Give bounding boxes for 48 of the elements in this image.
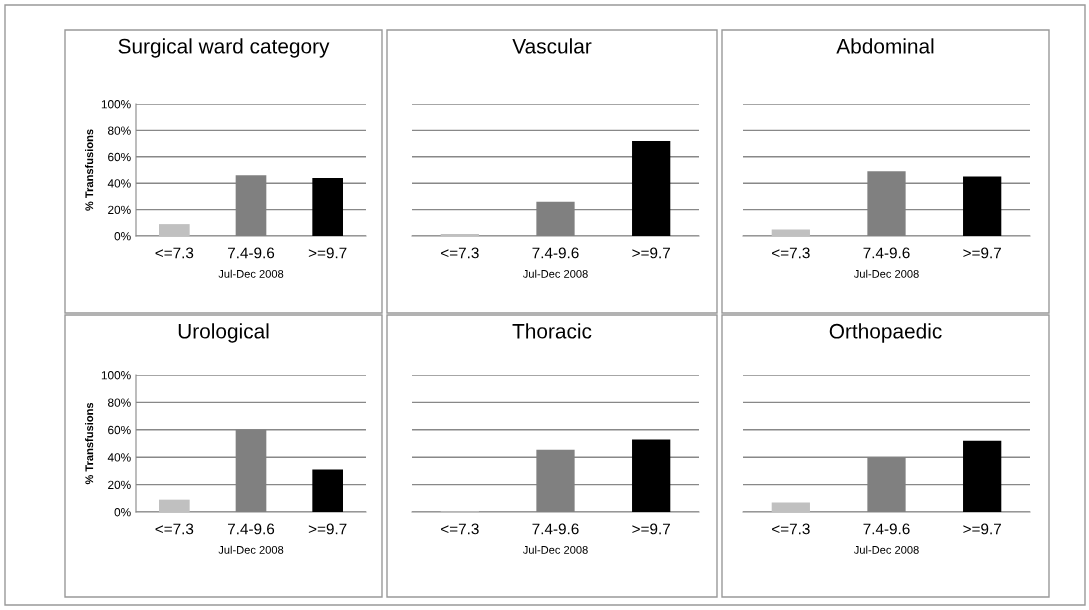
- bar: [159, 224, 190, 236]
- y-axis-title: % Transfusions: [85, 129, 94, 211]
- y-tick-label: 60%: [108, 152, 131, 162]
- x-tick-label: <=7.3: [441, 523, 479, 535]
- chart-title: Abdominal: [836, 38, 934, 54]
- chart-title: Vascular: [512, 38, 592, 54]
- x-tick-label: <=7.3: [155, 523, 194, 535]
- x-axis-title: Jul-Dec 2008: [218, 545, 284, 554]
- x-tick-label: >=9.7: [308, 247, 347, 259]
- x-tick-label: <=7.3: [772, 247, 810, 259]
- y-tick-label: 60%: [108, 425, 131, 435]
- chart-title: Thoracic: [512, 323, 592, 339]
- x-tick-label: <=7.3: [441, 247, 479, 259]
- x-tick-label: >=9.7: [308, 523, 347, 535]
- x-axis-title: Jul-Dec 2008: [522, 545, 588, 554]
- bar: [159, 499, 190, 512]
- x-tick-label: <=7.3: [772, 523, 810, 535]
- y-tick-label: 100%: [101, 100, 131, 109]
- x-tick-label: >=9.7: [632, 523, 670, 535]
- x-tick-label: >=9.7: [963, 247, 1001, 259]
- y-tick-label: 0%: [114, 232, 131, 241]
- x-axis-title: Jul-Dec 2008: [522, 269, 588, 278]
- x-axis-title: Jul-Dec 2008: [853, 545, 919, 554]
- chart-title: Surgical ward category: [118, 38, 330, 58]
- y-tick-label: 40%: [107, 179, 131, 188]
- chart-title: Urological: [178, 323, 269, 343]
- x-tick-label: 7.4-9.6: [228, 247, 275, 259]
- bar: [312, 469, 343, 512]
- x-tick-label: 7.4-9.6: [863, 523, 910, 535]
- y-tick-label: 100%: [101, 371, 131, 380]
- bar: [312, 177, 343, 236]
- y-tick-label: 20%: [108, 480, 131, 489]
- y-tick-label: 80%: [108, 398, 131, 407]
- x-tick-label: <=7.3: [155, 247, 194, 259]
- x-tick-label: 7.4-9.6: [863, 247, 910, 259]
- x-tick-label: 7.4-9.6: [532, 247, 579, 259]
- x-tick-label: >=9.7: [963, 523, 1001, 535]
- x-axis-title: Jul-Dec 2008: [853, 269, 919, 278]
- x-axis-title: Jul-Dec 2008: [218, 269, 284, 278]
- y-tick-label: 40%: [107, 453, 131, 462]
- y-tick-label: 80%: [108, 126, 131, 135]
- x-tick-label: 7.4-9.6: [532, 523, 579, 535]
- y-axis-title: % Transfusions: [85, 402, 94, 485]
- y-tick-label: 0%: [114, 508, 131, 517]
- x-tick-label: >=9.7: [632, 247, 670, 259]
- chart-title: Orthopaedic: [829, 323, 942, 343]
- y-tick-label: 20%: [108, 205, 131, 214]
- x-tick-label: 7.4-9.6: [228, 523, 275, 535]
